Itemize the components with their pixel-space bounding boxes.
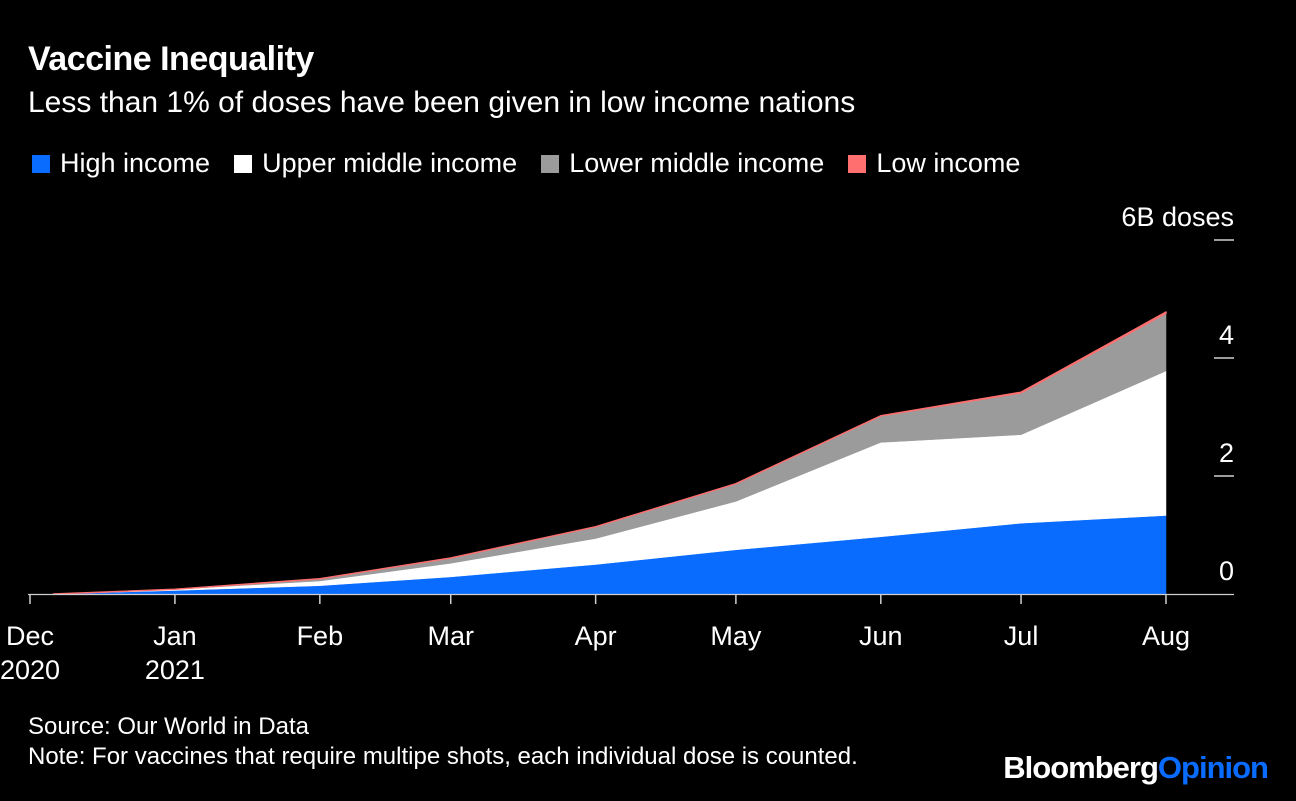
y-tick-label-0: 0 [1219,556,1234,586]
legend-label-high-income: High income [60,148,211,178]
brand-name: Bloomberg [1003,750,1159,785]
legend-label-lower-middle-income: Lower middle income [569,148,825,178]
legend-label-upper-middle-income: Upper middle income [262,148,518,178]
chart-title: Vaccine Inequality [28,40,314,78]
y-tick-label-4: 4 [1219,320,1234,350]
x-tick-label-jan: Jan [153,621,197,651]
x-tick-label-may: May [710,621,762,651]
chart-footer: Source: Our World in Data Note: For vacc… [28,712,858,772]
x-tick-label-apr: Apr [575,621,617,651]
x-tick-label-aug: Aug [1142,621,1190,651]
legend-swatch-lower-middle-income [541,154,560,173]
legend-swatch-low-income [848,154,867,173]
area-low-income [52,311,1167,595]
x-tick-label-jun: Jun [859,621,903,651]
legend: High income Upper middle income Lower mi… [32,148,1044,179]
x-tick-label-feb: Feb [297,621,344,651]
chart-subtitle: Less than 1% of doses have been given in… [28,86,856,119]
x-tick-label-mar: Mar [427,621,474,651]
legend-item-lower-middle-income: Lower middle income [541,148,824,179]
legend-item-upper-middle-income: Upper middle income [234,148,517,179]
x-tick-sublabel-dec: 2020 [0,655,60,685]
methodology-note: Note: For vaccines that require multipe … [28,743,858,770]
legend-swatch-high-income [32,154,50,173]
y-tick-label-2: 2 [1219,438,1234,468]
x-tick-label-dec: Dec [6,621,54,651]
legend-label-low-income: Low income [876,148,1021,178]
legend-swatch-upper-middle-income [234,154,253,173]
legend-item-low-income: Low income [848,148,1020,179]
source-note: Source: Our World in Data [28,713,310,740]
legend-item-high-income: High income [32,148,210,179]
x-tick-label-jul: Jul [1004,621,1039,651]
y-tick-label-6: 6B doses [1121,202,1234,232]
bloomberg-opinion-logo: BloombergOpinion [1003,750,1269,786]
brand-suffix: Opinion [1157,750,1269,785]
x-tick-sublabel-jan: 2021 [145,655,205,685]
